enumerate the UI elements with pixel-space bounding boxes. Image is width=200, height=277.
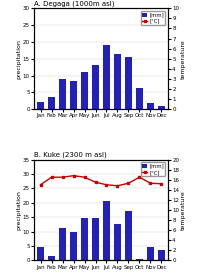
Bar — [81, 218, 88, 260]
Y-axis label: precipitation: precipitation — [16, 190, 21, 230]
Text: A. Degaga (1000m asl): A. Degaga (1000m asl) — [34, 1, 114, 7]
Bar — [136, 88, 143, 109]
Bar — [48, 256, 55, 260]
Bar — [136, 259, 143, 260]
Bar — [81, 72, 88, 109]
Bar — [37, 102, 44, 109]
Bar — [114, 54, 121, 109]
Bar — [147, 247, 154, 260]
Bar — [147, 103, 154, 109]
Bar — [158, 106, 165, 109]
Bar — [92, 65, 99, 109]
Legend: [mm], [°C]: [mm], [°C] — [141, 11, 165, 25]
Bar — [92, 218, 99, 260]
Y-axis label: temperature: temperature — [181, 190, 186, 230]
Bar — [59, 228, 66, 260]
Legend: [mm], [°C]: [mm], [°C] — [141, 162, 165, 176]
Bar — [70, 232, 77, 260]
Y-axis label: temperature: temperature — [181, 39, 186, 79]
Text: B. Kuke (2300 m asl): B. Kuke (2300 m asl) — [34, 152, 107, 158]
Bar — [37, 247, 44, 260]
Bar — [48, 98, 55, 109]
Bar — [125, 211, 132, 260]
Bar — [125, 57, 132, 109]
Bar — [114, 224, 121, 260]
Bar — [158, 250, 165, 260]
Y-axis label: precipitation: precipitation — [16, 39, 21, 79]
Bar — [103, 45, 110, 109]
Bar — [59, 79, 66, 109]
Bar — [70, 81, 77, 109]
Bar — [103, 201, 110, 260]
